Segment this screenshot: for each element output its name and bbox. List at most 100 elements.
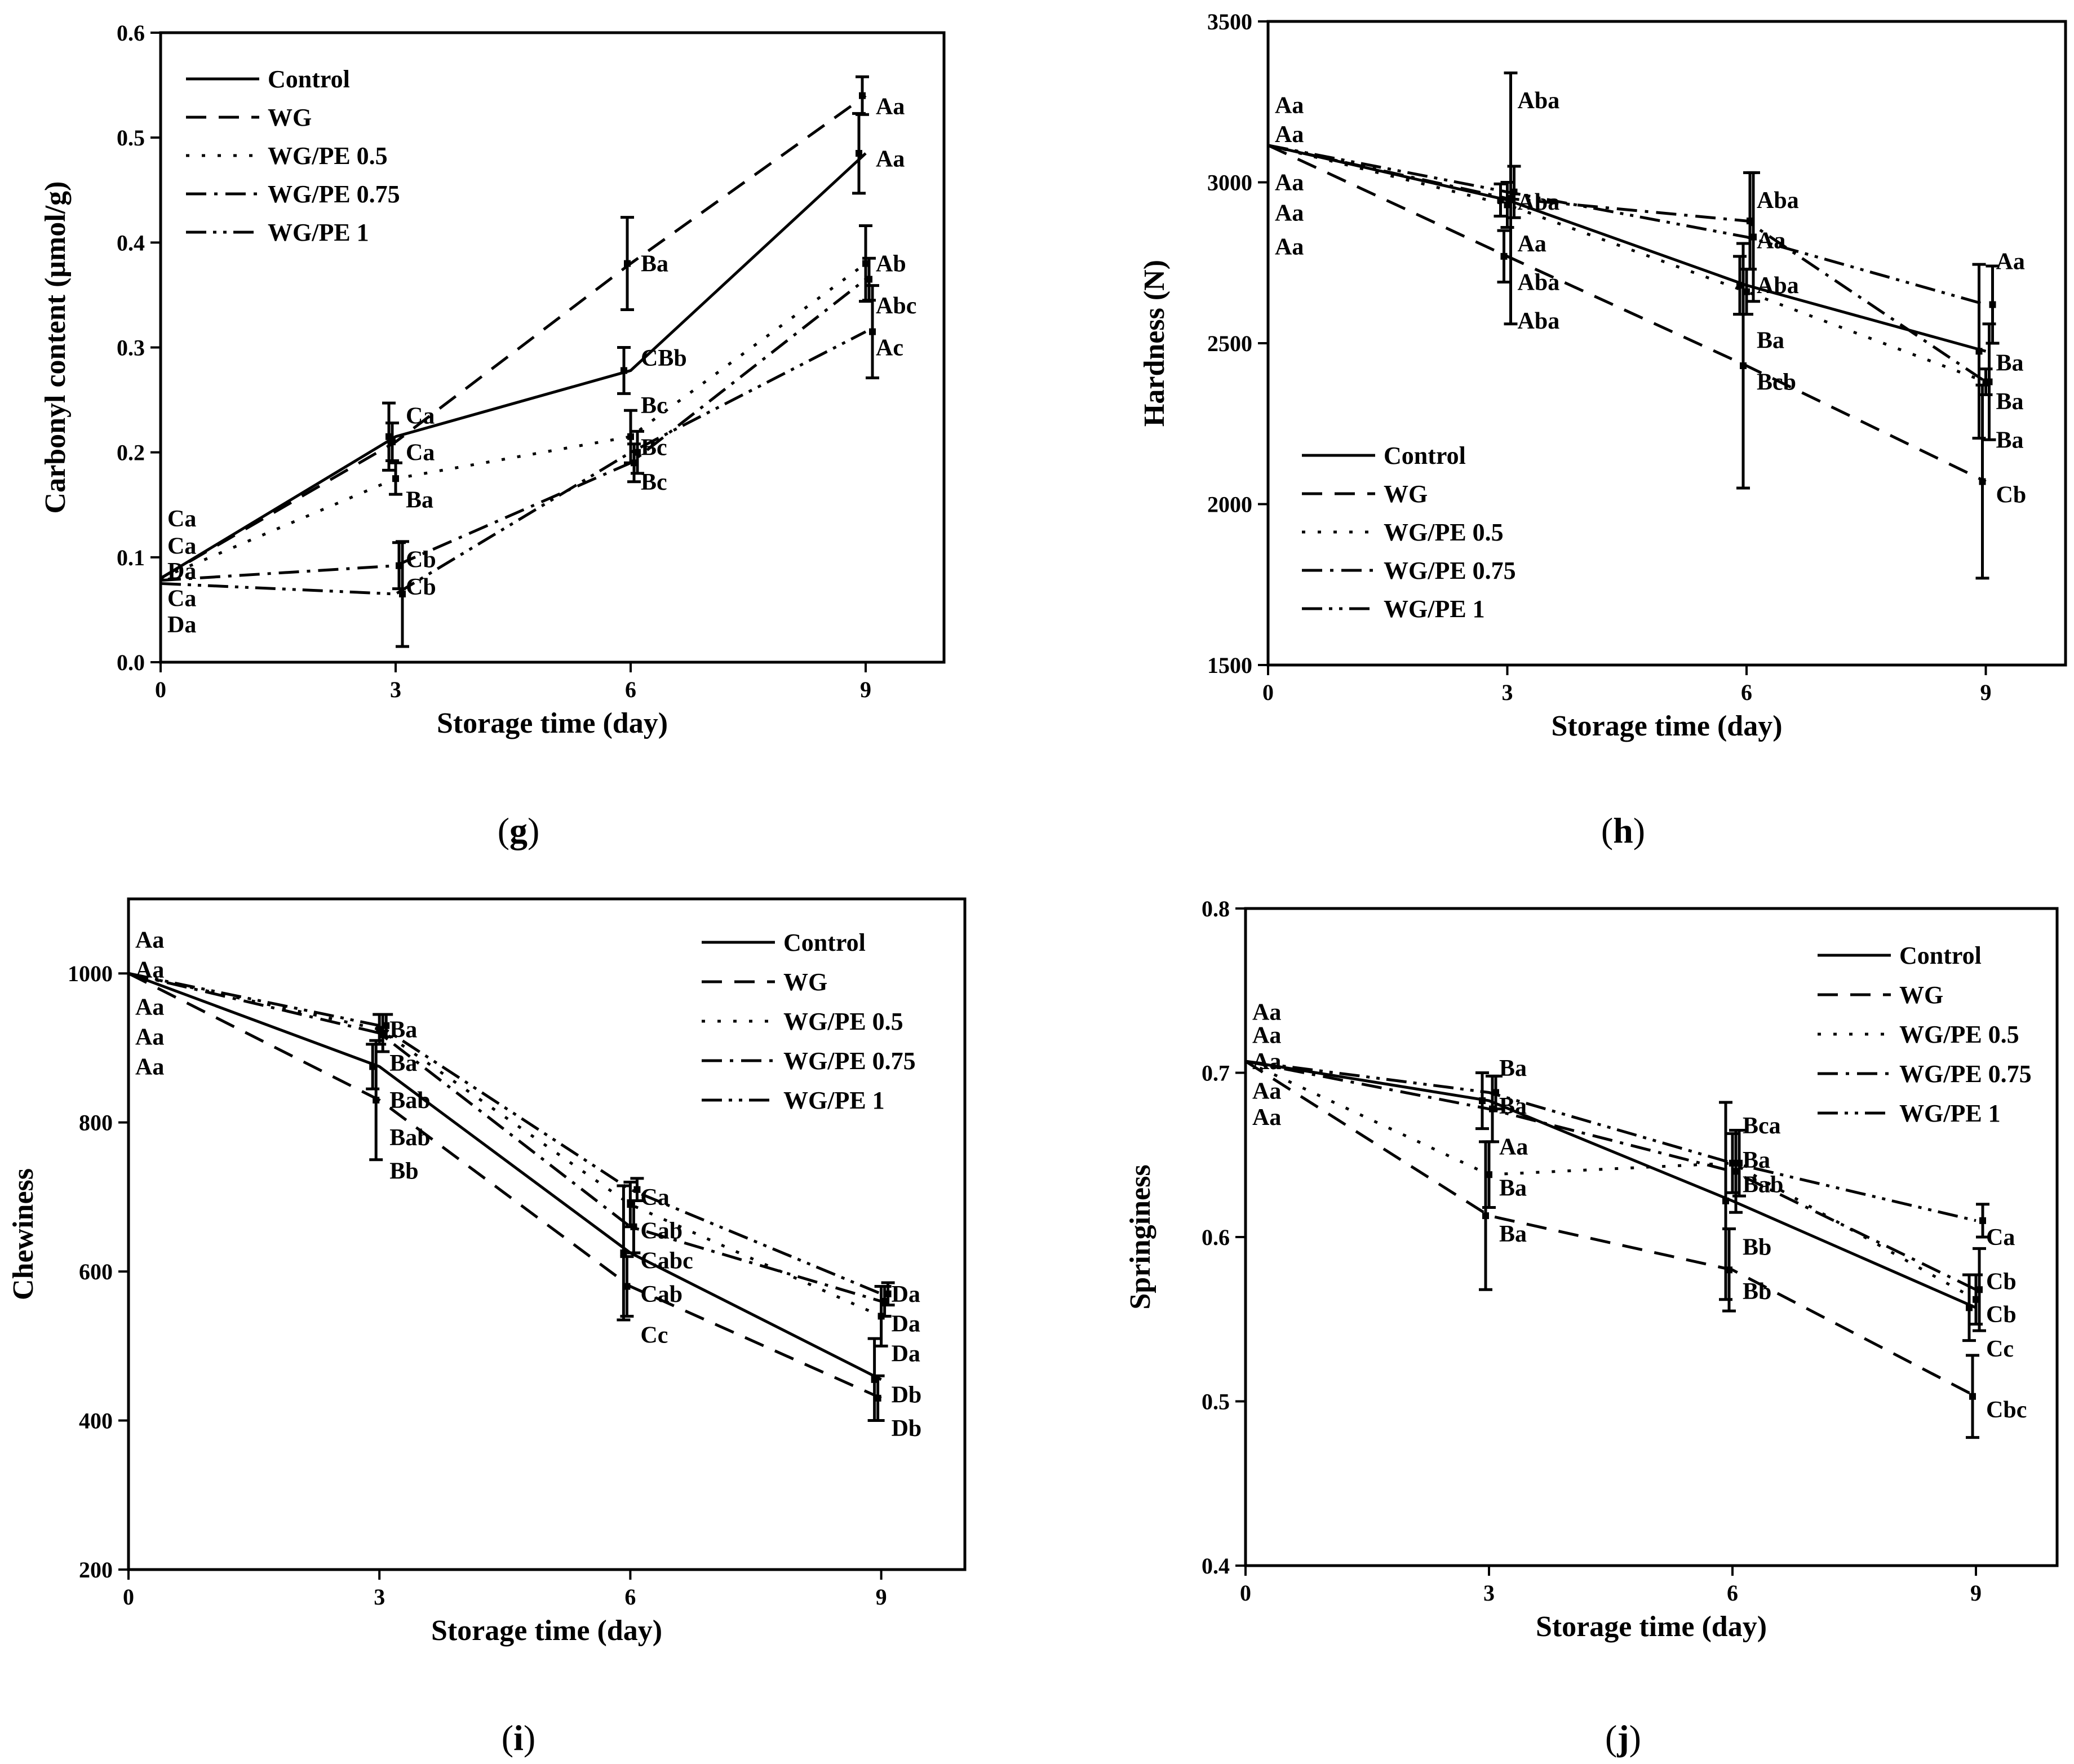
legend: Control WG WG/PE 0.5 WG/PE 0.75 WG/PE 1: [702, 929, 916, 1114]
series-line-wg-pe-1: [1245, 1060, 1976, 1222]
series-line-wg-pe-0-5: [1244, 1060, 1977, 1301]
data-point: [627, 433, 634, 440]
significance-label: Cabc: [640, 1248, 693, 1274]
x-tick-label: 0: [123, 1584, 134, 1610]
significance-label: Cb: [1996, 482, 2027, 508]
significance-label: Ca: [406, 440, 435, 466]
data-point: [1979, 478, 1986, 485]
significance-label: Bb: [1743, 1279, 1771, 1305]
significance-label: Db: [892, 1382, 922, 1408]
significance-label: Bab: [1743, 1172, 1783, 1198]
y-tick-label: 0.4: [1202, 1553, 1230, 1579]
error-bar: [1966, 1354, 1979, 1439]
error-bar: [871, 1374, 885, 1422]
data-point: [1976, 1286, 1983, 1293]
error-bar: [1494, 182, 1508, 218]
error-bar: [1507, 165, 1521, 219]
significance-label: Aa: [876, 94, 905, 119]
data-point: [369, 1063, 376, 1070]
x-tick-label: 0: [155, 677, 166, 702]
legend-entry: WG/PE 0.5: [1384, 518, 1504, 546]
data-point: [1979, 1217, 1986, 1224]
legend-entry: Control: [268, 65, 350, 93]
significance-label: Aa: [135, 995, 164, 1021]
panel-label: (g): [498, 810, 540, 850]
data-point: [1492, 1089, 1499, 1096]
data-point: [383, 1022, 390, 1029]
significance-label: Bcb: [1757, 370, 1796, 396]
legend-entry: WG: [1899, 981, 1943, 1009]
significance-label: Bab: [389, 1125, 430, 1151]
significance-label: Da: [892, 1311, 920, 1337]
y-tick-label: 1500: [1207, 653, 1252, 678]
significance-label: Ba: [1996, 389, 2024, 415]
data-point: [1969, 1393, 1976, 1400]
data-point: [1482, 1212, 1489, 1220]
y-axis-label: Hardness (N): [1138, 260, 1171, 427]
significance-label: Aba: [1757, 188, 1799, 214]
significance-label: Da: [892, 1341, 920, 1367]
significance-label: Cb: [406, 547, 436, 573]
legend-entry: WG/PE 0.75: [268, 180, 400, 208]
legend-entry: WG/PE 0.75: [1384, 557, 1516, 584]
significance-label: Aa: [1252, 1079, 1281, 1105]
x-axis-label: Storage time (day): [1536, 1611, 1767, 1643]
error-bar: [631, 429, 644, 475]
data-point: [1732, 1168, 1739, 1175]
significance-label: Cbc: [1986, 1397, 2027, 1423]
significance-label: Aa: [1252, 1022, 1281, 1048]
y-tick-label: 400: [79, 1408, 113, 1434]
significance-label: Aa: [135, 1054, 164, 1080]
series-line-wg-pe-0-5: [160, 262, 867, 580]
data-point: [399, 590, 406, 597]
significance-label: Aa: [1275, 92, 1304, 118]
error-bar: [1475, 1071, 1489, 1131]
significance-label: Aba: [1757, 273, 1799, 299]
error-bar: [866, 284, 879, 379]
significance-label: Ba: [1499, 1093, 1527, 1119]
data-point: [379, 1030, 387, 1036]
y-tick-label: 0.5: [1202, 1389, 1230, 1415]
significance-label: Bb: [389, 1159, 418, 1185]
significance-label: Ba: [1499, 1221, 1527, 1247]
error-bar: [385, 422, 399, 463]
error-bar: [1973, 1247, 1986, 1332]
significance-label: Aa: [135, 958, 164, 983]
significance-label: Aa: [1499, 1134, 1528, 1160]
x-axis-label: Storage time (day): [431, 1615, 662, 1647]
error-bar: [617, 346, 631, 395]
significance-label: Aa: [1252, 1000, 1281, 1026]
error-bar: [1986, 264, 2000, 345]
data-point: [862, 260, 869, 267]
significance-label: Bab: [389, 1088, 430, 1114]
significance-label: Aa: [1275, 170, 1304, 196]
y-tick-label: 0.7: [1202, 1061, 1230, 1086]
significance-label: Ba: [1996, 427, 2024, 453]
error-bar: [859, 224, 872, 303]
y-axis-label: Carbonyl content (μmol/g): [39, 181, 72, 514]
significance-label: Aba: [1518, 88, 1560, 114]
legend-entry: WG/PE 1: [268, 219, 369, 246]
error-bar: [1976, 1203, 1989, 1239]
legend-entry: Control: [1899, 942, 1982, 969]
significance-label: Ba: [389, 1017, 417, 1043]
legend-entry: WG/PE 1: [1899, 1100, 2001, 1127]
significance-label: Ca: [167, 586, 196, 611]
legend-entry: WG/PE 0.5: [268, 142, 388, 170]
significance-label: Bc: [641, 469, 667, 495]
y-tick-label: 0.8: [1202, 896, 1230, 921]
series-line-control: [1268, 144, 1987, 353]
data-point: [1504, 201, 1511, 209]
panel-letter: i: [513, 1718, 524, 1758]
significance-label: Da: [167, 559, 196, 584]
significance-label: Aa: [1275, 201, 1304, 227]
significance-label: Aa: [1252, 1105, 1281, 1131]
data-point: [1989, 301, 1996, 308]
error-bar: [396, 540, 409, 648]
error-bar: [621, 216, 634, 311]
data-point: [621, 367, 627, 374]
significance-label: Cab: [640, 1282, 683, 1308]
significance-label: Aa: [1757, 228, 1785, 254]
legend-entry: WG/PE 0.5: [783, 1008, 903, 1035]
significance-label: Ca: [167, 533, 196, 559]
